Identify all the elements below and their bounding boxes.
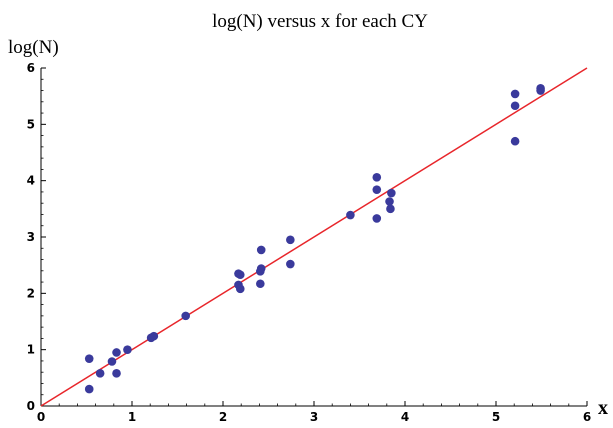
data-point <box>372 185 382 194</box>
fit-line-group <box>40 67 588 407</box>
data-points <box>84 83 545 394</box>
y-tick-label: 0 <box>27 399 35 413</box>
x-tick-label: 3 <box>310 410 318 424</box>
data-point <box>536 86 545 95</box>
data-point <box>286 235 295 245</box>
y-tick-label: 3 <box>27 230 35 244</box>
data-point <box>95 369 105 378</box>
y-tick-label: 4 <box>27 174 35 188</box>
y-tick-label: 5 <box>27 117 35 131</box>
data-point <box>385 197 394 206</box>
x-tick-label: 4 <box>401 410 409 424</box>
fit-line <box>40 67 588 407</box>
data-point <box>372 172 382 182</box>
data-point <box>387 188 396 198</box>
data-point <box>256 279 265 289</box>
data-point <box>386 204 395 214</box>
axes: 0 1 2 3 4 5 6 0 1 2 3 4 5 6 <box>27 61 592 424</box>
data-point <box>346 210 355 220</box>
y-tick-label: 2 <box>27 286 35 300</box>
y-tick-label: 6 <box>27 61 35 75</box>
data-point <box>256 245 266 255</box>
data-point <box>84 354 94 363</box>
data-point <box>84 384 94 394</box>
data-point <box>149 331 159 341</box>
data-point <box>372 214 382 223</box>
data-point <box>235 270 245 280</box>
data-point <box>123 345 132 354</box>
data-point <box>112 369 121 378</box>
x-tick-label: 5 <box>492 410 500 424</box>
x-tick-label: 2 <box>219 410 227 424</box>
y-tick-label: 1 <box>27 343 35 357</box>
x-tick-label: 1 <box>128 410 136 424</box>
data-point <box>286 259 295 269</box>
data-point <box>181 311 190 321</box>
x-tick-label: 6 <box>583 410 591 424</box>
data-point <box>112 348 121 357</box>
data-point <box>510 89 520 99</box>
data-point <box>107 357 117 366</box>
data-point <box>235 284 245 294</box>
data-point <box>510 101 520 111</box>
x-tick-label: 0 <box>37 410 45 424</box>
data-point <box>510 136 520 146</box>
chart-title: log(N) versus x for each CY <box>212 11 428 32</box>
data-point <box>256 264 266 273</box>
y-axis-label: log(N) <box>8 37 59 58</box>
x-axis-label: x <box>598 397 608 419</box>
